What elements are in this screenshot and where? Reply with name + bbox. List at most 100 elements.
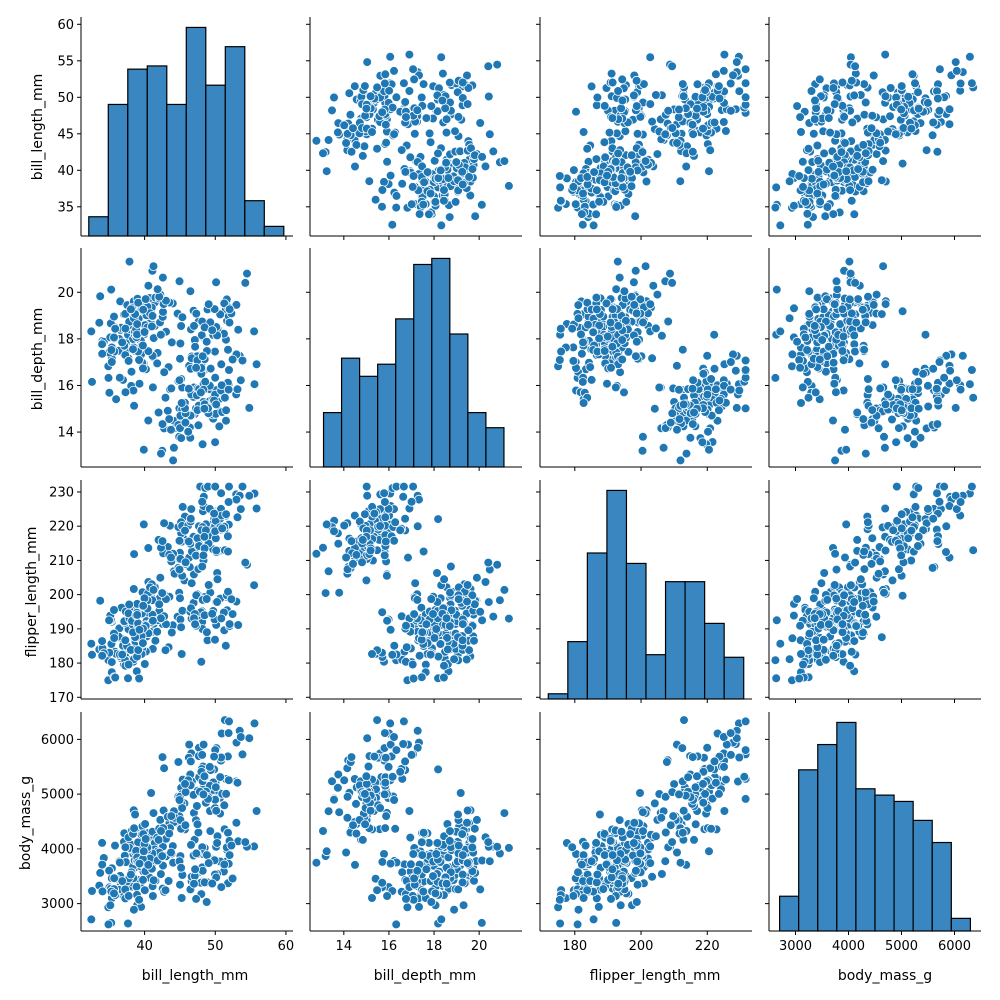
scatter-point [189, 878, 199, 889]
scatter-point [692, 771, 702, 782]
scatter-point [692, 103, 702, 114]
scatter-point [934, 496, 945, 507]
scatter-point [640, 261, 651, 272]
scatter-point [604, 127, 615, 138]
scatter-point [431, 624, 442, 634]
scatter-point [431, 849, 442, 859]
scatter-point [219, 800, 230, 811]
scatter-point [226, 840, 237, 851]
histogram-bar [912, 819, 933, 932]
scatter-point [797, 157, 808, 167]
scatter-point [812, 140, 823, 151]
x-tick-label: 4000 [832, 939, 865, 954]
scatter-point [771, 673, 781, 684]
scatter-point [740, 355, 751, 366]
scatter-point [233, 324, 244, 335]
scatter-point [418, 79, 429, 89]
scatter-point [110, 323, 120, 334]
scatter-point [205, 826, 216, 836]
scatter-point [719, 806, 730, 816]
scatter-point [103, 373, 114, 383]
scatter-point [120, 842, 131, 852]
scatter-point [706, 374, 716, 384]
x-tick-label: 40 [136, 939, 153, 954]
scatter-point [955, 384, 966, 395]
scatter-point [400, 756, 410, 767]
scatter-point [813, 167, 824, 177]
scatter-point [629, 277, 639, 288]
scatter-point [637, 445, 648, 456]
scatter-point [221, 789, 231, 799]
scatter-point [918, 525, 928, 535]
scatter-point [794, 171, 804, 181]
scatter-point [838, 331, 849, 342]
scatter-point [554, 171, 565, 181]
scatter-point [880, 442, 890, 453]
scatter-point [86, 638, 97, 649]
scatter-point [311, 136, 322, 146]
scatter-point [424, 128, 435, 139]
scatter-point [444, 621, 455, 631]
scatter-point [129, 584, 139, 594]
scatter-point [818, 634, 829, 645]
scatter-point [602, 378, 612, 389]
scatter-point [554, 894, 565, 905]
scatter-point [201, 897, 212, 907]
scatter-point [896, 104, 906, 115]
scatter-point [910, 502, 921, 512]
scatter-point [927, 563, 938, 573]
scatter-point [180, 820, 191, 830]
scatter-point [163, 405, 173, 416]
scatter-point [95, 595, 105, 606]
scatter-point [387, 102, 398, 113]
scatter-point [449, 904, 459, 915]
scatter-point [677, 79, 688, 89]
scatter-point [878, 261, 888, 272]
scatter-point [800, 197, 811, 207]
scatter-point [806, 86, 817, 96]
scatter-point [771, 182, 781, 193]
scatter-point [631, 351, 641, 362]
scatter-point [212, 597, 222, 607]
scatter-point [615, 367, 625, 378]
scatter-point [822, 202, 833, 212]
scatter-point [426, 897, 437, 907]
scatter-point [492, 59, 503, 70]
scatter-point [903, 91, 913, 102]
scatter-point [910, 78, 920, 89]
scatter-point [129, 904, 139, 915]
scatter-point [124, 256, 135, 267]
scatter-point [412, 595, 423, 605]
histogram-bar [723, 656, 745, 700]
scatter-point [157, 588, 168, 598]
scatter-point [346, 536, 357, 546]
scatter-point [134, 355, 144, 365]
scatter-point [568, 891, 579, 901]
scatter-point [414, 902, 424, 912]
scatter-point [346, 752, 357, 762]
scatter-point [654, 382, 665, 393]
scatter-point [677, 743, 688, 753]
scatter-point [232, 777, 243, 788]
scatter-point [617, 74, 627, 85]
scatter-point [391, 745, 402, 755]
scatter-point [367, 127, 377, 137]
scatter-point [796, 127, 806, 137]
scatter-point [177, 312, 188, 323]
scatter-point [832, 284, 843, 295]
scatter-point [406, 496, 417, 507]
scatter-point [140, 659, 150, 669]
scatter-point [323, 566, 334, 577]
scatter-point [197, 351, 208, 362]
scatter-point [407, 182, 418, 192]
scatter-point [640, 156, 651, 166]
scatter-point [703, 426, 713, 437]
scatter-point [184, 536, 194, 547]
scatter-point [159, 518, 169, 528]
scatter-point [367, 649, 377, 659]
scatter-point [436, 914, 447, 925]
scatter-point [635, 112, 646, 122]
histogram-bar [817, 743, 838, 932]
scatter-point [674, 384, 684, 395]
scatter-point [867, 165, 878, 175]
